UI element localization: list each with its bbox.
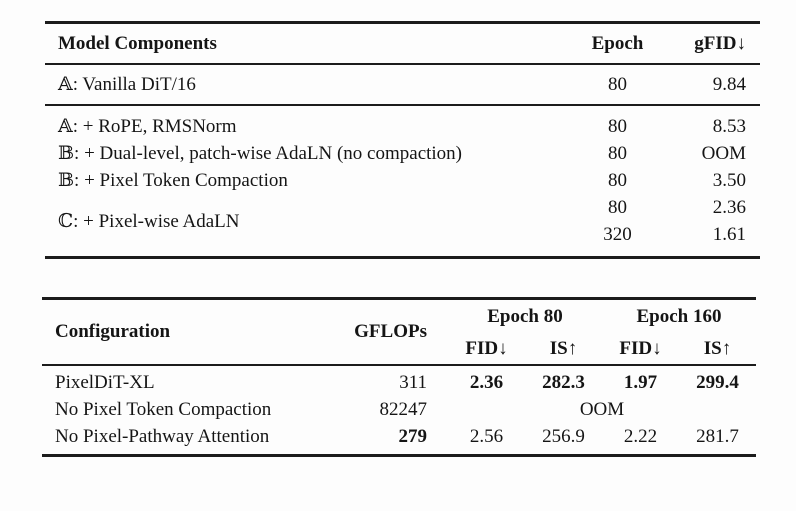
- model-components-table: Model Components Epoch gFID↓ 𝔸: Vanilla …: [45, 21, 760, 259]
- gfid-value: 8.53: [712, 115, 746, 137]
- table1-header-row: Model Components Epoch gFID↓: [45, 24, 760, 63]
- col-header-epoch-160: Epoch 160: [636, 306, 722, 327]
- table-top-rule: [42, 297, 756, 300]
- fid80-value: 2.36: [469, 371, 504, 393]
- is160-value: 299.4: [696, 371, 739, 393]
- section-divider-rule: [45, 104, 760, 106]
- header-divider-rule: [45, 63, 760, 65]
- epoch-value: 80: [608, 115, 627, 137]
- gflops-value: 82247: [379, 398, 428, 420]
- gflops-value: 311: [399, 371, 427, 393]
- config-label: No Pixel-Pathway Attention: [55, 425, 270, 447]
- fid160-value: 1.97: [623, 371, 658, 393]
- model-label: 𝔹: + Pixel Token Compaction: [58, 170, 288, 191]
- fid160-value: 2.22: [623, 425, 658, 447]
- epoch-value: 80: [608, 169, 627, 191]
- col-header-fid-160: FID↓: [619, 338, 662, 359]
- gfid-value: 2.36: [712, 196, 746, 218]
- is80-value: 282.3: [542, 371, 585, 393]
- epoch-value: 80: [608, 142, 627, 164]
- col-header-is-80: IS↑: [549, 338, 578, 359]
- col-header-model-components: Model Components: [58, 32, 217, 54]
- fid80-value: 2.56: [469, 425, 504, 447]
- col-header-configuration: Configuration: [55, 321, 171, 342]
- oom-merged-value: OOM: [579, 398, 625, 420]
- table-bottom-rule: [42, 454, 756, 457]
- table2-header: Configuration GFLOPs Epoch 80 Epoch 160 …: [42, 300, 756, 364]
- epoch-value: 80: [608, 73, 627, 95]
- table-top-rule: [45, 21, 760, 24]
- col-header-gfid: gFID↓: [694, 32, 746, 54]
- model-label: 𝔸: + RoPE, RMSNorm: [58, 116, 237, 137]
- table-row-baseline: 𝔸: Vanilla DiT/16 80 9.84: [45, 65, 760, 104]
- gfid-value: 9.84: [712, 73, 746, 95]
- table-bottom-rule: [45, 256, 760, 259]
- configuration-table: Configuration GFLOPs Epoch 80 Epoch 160 …: [42, 297, 756, 457]
- gflops-value: 279: [398, 425, 428, 447]
- header-divider-rule: [42, 364, 756, 366]
- epoch-value: 320: [603, 223, 632, 245]
- table2-body: PixelDiT-XL 311 2.36 282.3 1.97 299.4 No…: [42, 366, 756, 454]
- config-label: No Pixel Token Compaction: [55, 398, 272, 420]
- col-header-fid-80: FID↓: [465, 338, 508, 359]
- gfid-value: 3.50: [712, 169, 746, 191]
- col-header-gflops: GFLOPs: [354, 321, 427, 342]
- col-header-is-160: IS↑: [703, 338, 732, 359]
- table1-ablation-group: 𝔸: + RoPE, RMSNorm 80 8.53 𝔹: + Dual-lev…: [45, 106, 760, 256]
- col-header-epoch-80: Epoch 80: [487, 306, 563, 327]
- gfid-value: OOM: [701, 142, 746, 164]
- col-header-epoch: Epoch: [591, 32, 644, 54]
- gfid-value: 1.61: [712, 223, 746, 245]
- epoch-value: 80: [608, 196, 627, 218]
- config-label: PixelDiT-XL: [55, 371, 155, 393]
- is80-value: 256.9: [542, 425, 585, 447]
- model-label: 𝔹: + Dual-level, patch-wise AdaLN (no co…: [58, 143, 463, 164]
- is160-value: 281.7: [696, 425, 739, 447]
- model-label: ℂ: + Pixel-wise AdaLN: [58, 210, 240, 232]
- model-label: 𝔸: Vanilla DiT/16: [58, 74, 196, 95]
